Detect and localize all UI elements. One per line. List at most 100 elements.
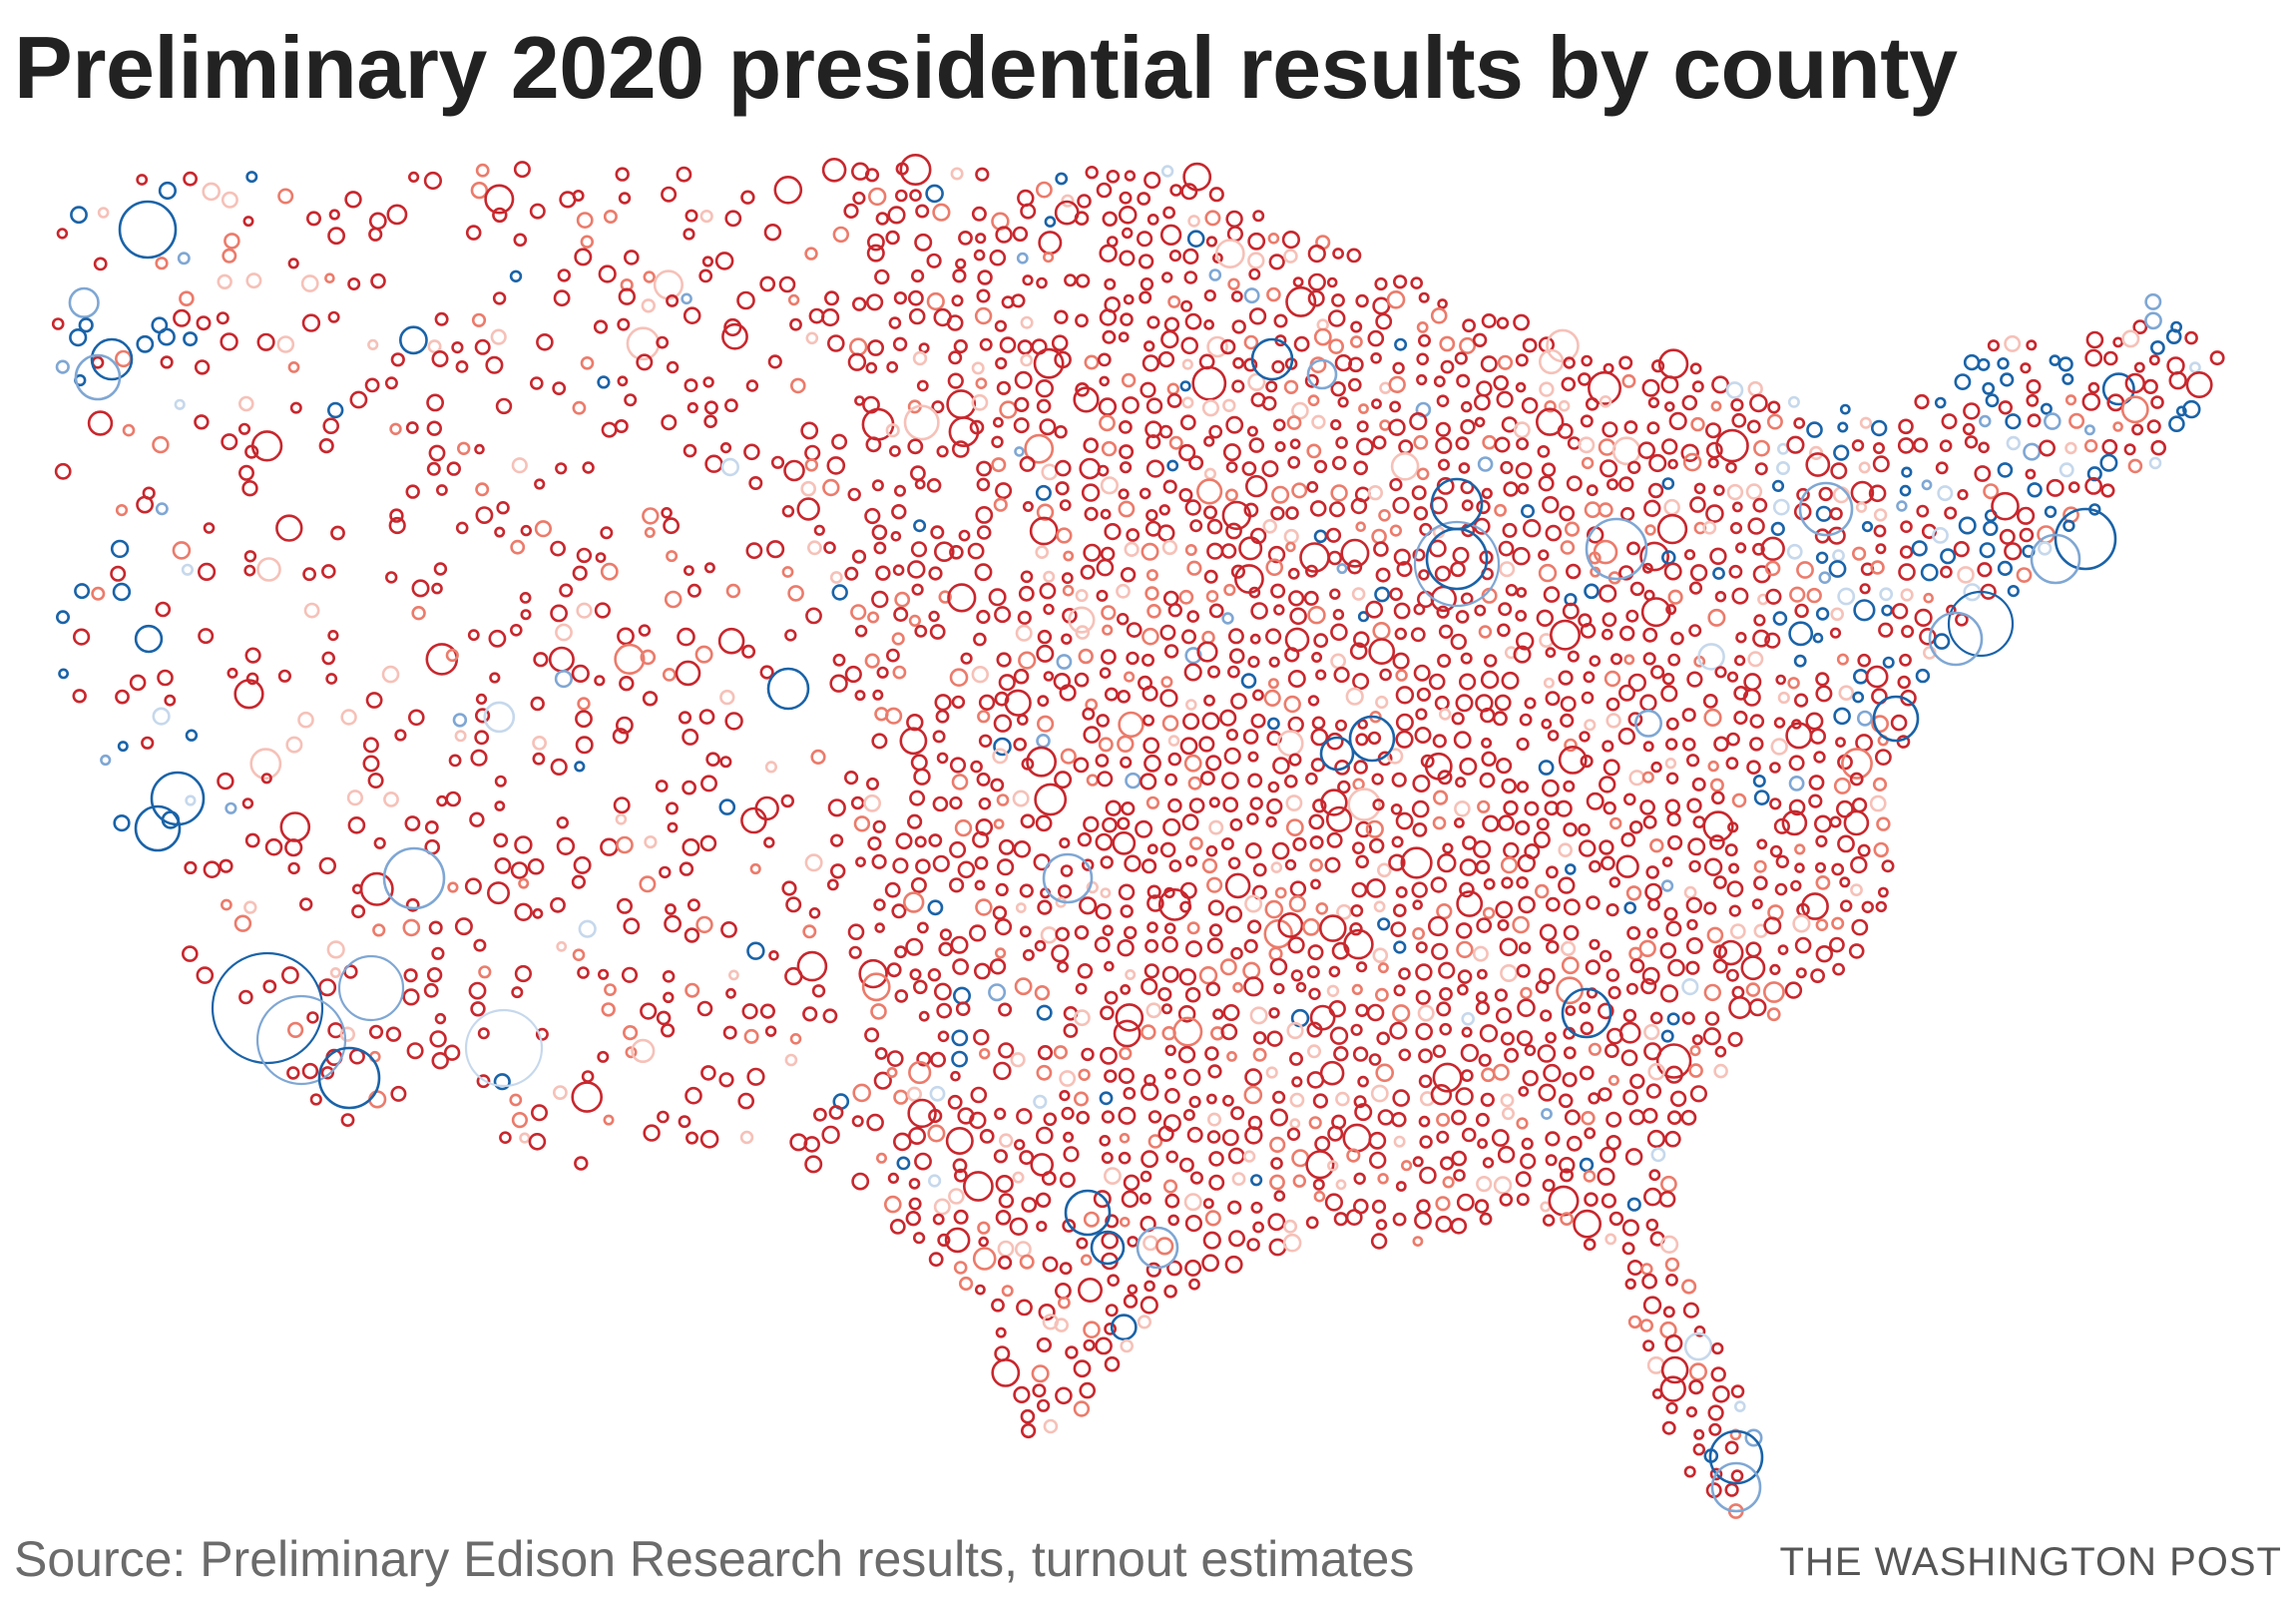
county-bubble	[1098, 397, 1118, 416]
county-bubble	[1953, 540, 1970, 558]
county-bubble	[1020, 813, 1036, 829]
county-bubble	[662, 668, 677, 682]
county-bubble	[1808, 794, 1823, 808]
county-bubble	[1140, 1296, 1158, 1315]
county-bubble	[800, 480, 817, 497]
county-bubble	[1545, 1131, 1561, 1147]
county-bubble	[1537, 444, 1551, 458]
county-bubble	[1669, 1090, 1687, 1108]
county-bubble	[383, 792, 399, 807]
county-bubble	[1855, 501, 1868, 513]
county-bubble	[1726, 880, 1744, 897]
county-bubble	[1037, 1044, 1054, 1061]
county-bubble	[1249, 633, 1261, 645]
county-bubble	[1306, 480, 1319, 493]
county-bubble	[1098, 737, 1114, 753]
county-bubble	[955, 1001, 971, 1017]
county-bubble	[826, 334, 845, 352]
county-bubble	[1460, 592, 1474, 606]
county-bubble	[1119, 444, 1135, 460]
county-bubble	[1379, 419, 1391, 431]
county-bubble	[1538, 1083, 1557, 1102]
county-bubble	[324, 272, 335, 284]
county-bubble	[554, 669, 574, 689]
county-bubble	[1560, 713, 1575, 729]
county-bubble	[889, 1219, 906, 1235]
county-bubble	[765, 540, 785, 559]
county-bubble	[1504, 1047, 1520, 1063]
county-bubble	[998, 1002, 1013, 1017]
county-bubble	[1162, 817, 1181, 836]
county-bubble	[1809, 728, 1827, 745]
county-bubble	[1641, 966, 1660, 985]
county-bubble	[1289, 1051, 1304, 1066]
county-bubble	[279, 811, 311, 842]
county-bubble	[1451, 1150, 1467, 1167]
county-bubble	[1686, 918, 1698, 931]
county-bubble	[615, 167, 630, 182]
county-bubble	[1285, 506, 1299, 520]
county-bubble	[1283, 249, 1298, 264]
county-bubble	[1618, 684, 1636, 702]
county-bubble	[1494, 988, 1508, 1002]
county-bubble	[1375, 695, 1389, 710]
county-bubble	[949, 757, 967, 774]
county-bubble	[1225, 522, 1242, 540]
county-bubble	[918, 1010, 930, 1022]
county-bubble	[1238, 536, 1263, 561]
county-bubble	[299, 897, 313, 911]
county-bubble	[1815, 918, 1829, 932]
county-bubble	[237, 422, 251, 435]
county-bubble	[1225, 210, 1243, 229]
county-bubble	[1495, 757, 1513, 775]
county-bubble	[803, 1136, 821, 1153]
county-bubble	[1019, 455, 1036, 472]
county-bubble	[2084, 348, 2103, 367]
county-bubble	[185, 795, 197, 806]
county-bubble	[892, 336, 908, 351]
county-bubble	[1043, 671, 1055, 682]
county-bubble	[659, 865, 672, 879]
county-bubble	[1617, 727, 1636, 746]
county-bubble	[1431, 942, 1449, 960]
county-bubble	[1033, 1094, 1048, 1109]
county-bubble	[907, 560, 926, 579]
county-bubble	[951, 1050, 968, 1068]
county-bubble	[1681, 977, 1699, 996]
county-bubble	[1125, 968, 1137, 980]
county-bubble	[455, 359, 469, 373]
county-bubble	[552, 381, 567, 395]
county-bubble	[70, 206, 88, 225]
county-bubble	[714, 252, 734, 270]
county-bubble	[1629, 581, 1645, 597]
county-bubble	[1179, 881, 1197, 899]
county-bubble	[1311, 716, 1326, 731]
county-bubble	[1053, 1045, 1068, 1060]
county-bubble	[705, 752, 720, 768]
county-bubble	[1682, 1302, 1699, 1319]
county-bubble	[1647, 396, 1660, 408]
county-bubble	[1223, 747, 1241, 765]
county-bubble	[1689, 1044, 1701, 1057]
county-bubble	[1656, 513, 1688, 545]
county-bubble	[1794, 843, 1806, 855]
county-bubble	[534, 520, 553, 538]
county-bubble	[616, 897, 633, 914]
county-bubble	[1177, 1045, 1196, 1064]
county-bubble	[300, 274, 319, 292]
county-bubble	[454, 917, 473, 936]
county-bubble	[72, 689, 87, 704]
county-bubble	[1057, 960, 1069, 973]
county-bubble	[871, 479, 884, 492]
county-bubble	[1135, 819, 1153, 838]
county-bubble	[1100, 887, 1112, 898]
county-bubble	[993, 1061, 1012, 1081]
county-bubble	[1036, 733, 1051, 749]
county-bubble	[1900, 588, 1914, 602]
county-bubble	[1584, 1192, 1599, 1207]
county-bubble	[1083, 1321, 1101, 1338]
county-bubble	[781, 566, 794, 578]
county-bubble	[219, 858, 233, 873]
county-bubble	[571, 874, 587, 889]
county-bubble	[2005, 413, 2022, 430]
